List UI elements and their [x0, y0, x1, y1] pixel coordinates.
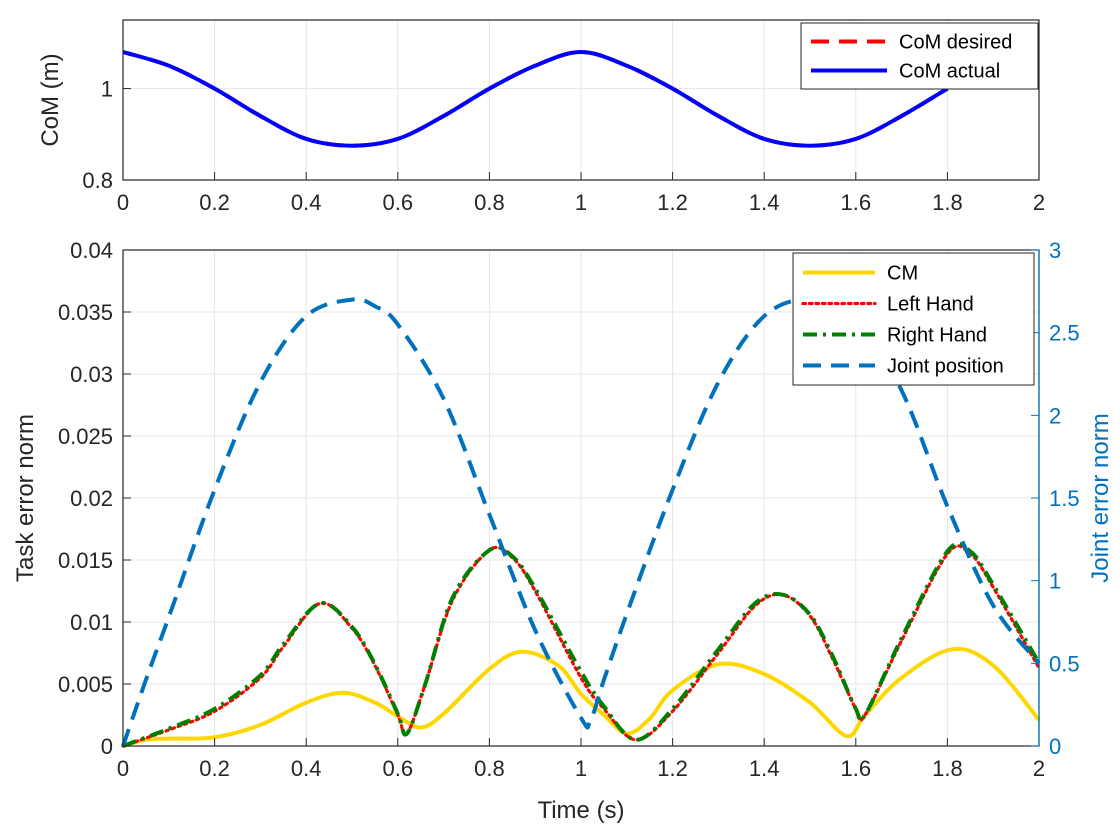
x-axis-label: Time (s): [537, 797, 624, 824]
y-tick-label: 0.015: [58, 548, 113, 573]
legend-label: Left Hand: [887, 294, 974, 316]
y-tick-label: 1: [101, 77, 113, 102]
x-tick-label: 0.6: [383, 190, 414, 215]
right-y-tick-label: 0: [1049, 734, 1061, 759]
bottom-y-ticks-left: 0 0.005 0.01 0.015 0.02 0.025 0.03 0.035 0.04: [58, 238, 131, 759]
right-y-tick-label: 3: [1049, 238, 1061, 263]
x-tick-label: 0.8: [474, 190, 505, 215]
error-panel: 0 0.2 0.4 0.6 0.8 1 1.2 1.4 1.6 1.8 2 0 0.005 0.01 0.…: [12, 238, 1114, 824]
x-tick-label: 1.6: [841, 756, 872, 781]
x-tick-label: 0.4: [291, 190, 322, 215]
top-y-ticks: 0.81: [82, 77, 131, 193]
x-tick-label: 1.8: [932, 756, 963, 781]
x-tick-label: 2: [1033, 190, 1045, 215]
legend-label: CoM desired: [899, 32, 1012, 54]
x-tick-label: 2: [1033, 756, 1045, 781]
x-tick-label: 1: [575, 190, 587, 215]
x-tick-label: 0.6: [383, 756, 414, 781]
bottom-y-ticks-right: 0 0.5 1 1.5 2 2.5 3: [1031, 238, 1080, 759]
left-y-axis-label: Task error norm: [12, 414, 39, 582]
x-tick-label: 1.6: [841, 190, 872, 215]
top-y-axis-label: CoM (m): [37, 53, 64, 146]
right-y-tick-label: 1.5: [1049, 486, 1080, 511]
y-tick-label: 0.8: [82, 168, 113, 193]
bottom-legend: CM Left Hand Right Hand Joint position: [792, 252, 1035, 386]
legend-box: [800, 22, 1039, 90]
x-tick-label: 0.2: [199, 756, 230, 781]
y-tick-label: 0.035: [58, 300, 113, 325]
x-tick-label: 0: [117, 190, 129, 215]
legend-label: Right Hand: [887, 325, 987, 347]
x-tick-label: 0: [117, 756, 129, 781]
series-line-right-hand: [122, 541, 1041, 748]
top-legend: CoM desired CoM actual: [800, 22, 1039, 90]
series-line-com-actual: [122, 50, 949, 148]
right-y-tick-label: 1: [1049, 569, 1061, 594]
right-y-tick-label: 2.5: [1049, 321, 1080, 346]
legend-label: CoM actual: [899, 61, 1000, 83]
right-y-tick-label: 2: [1049, 403, 1061, 428]
x-tick-label: 1.4: [749, 756, 780, 781]
series-line-cm: [122, 646, 1041, 748]
x-tick-label: 1: [575, 756, 587, 781]
x-tick-label: 1.4: [749, 190, 780, 215]
x-tick-label: 0.8: [474, 756, 505, 781]
y-tick-label: 0.04: [70, 238, 113, 263]
y-tick-label: 0: [101, 734, 113, 759]
right-y-tick-label: 0.5: [1049, 651, 1080, 676]
y-tick-label: 0.03: [70, 362, 113, 387]
com-panel: 0 0.2 0.4 0.6 0.8 1 1.2 1.4 1.6 1.8 2 0.81 CoM (m)…: [37, 19, 1045, 215]
top-series: [122, 50, 949, 148]
x-tick-label: 1.8: [932, 190, 963, 215]
legend-label: Joint position: [887, 356, 1004, 378]
y-tick-label: 0.025: [58, 424, 113, 449]
legend-label: CM: [887, 263, 918, 285]
x-tick-label: 0.4: [291, 756, 322, 781]
right-y-axis-label: Joint error norm: [1087, 413, 1114, 582]
x-tick-label: 1.2: [657, 756, 688, 781]
legend-box: [792, 252, 1035, 386]
x-tick-label: 1.2: [657, 190, 688, 215]
y-tick-label: 0.02: [70, 486, 113, 511]
y-tick-label: 0.005: [58, 672, 113, 697]
top-x-ticks: 0 0.2 0.4 0.6 0.8 1 1.2 1.4 1.6 1.8 2: [117, 172, 1045, 215]
x-tick-label: 0.2: [199, 190, 230, 215]
y-tick-label: 0.01: [70, 610, 113, 635]
